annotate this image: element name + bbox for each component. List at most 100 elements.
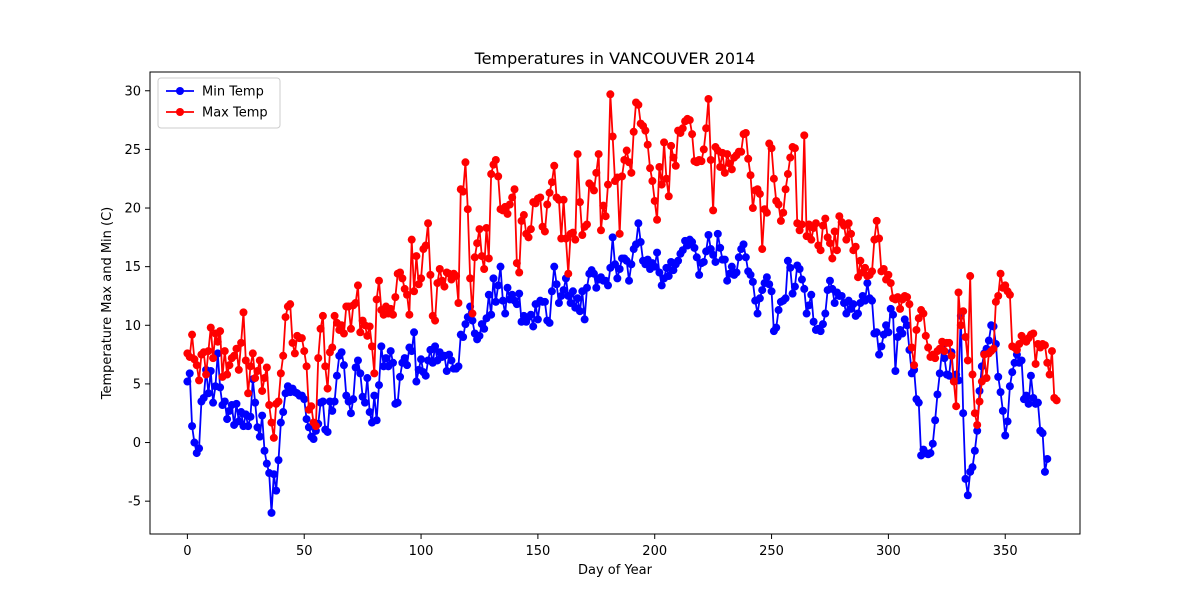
data-point-max-temp xyxy=(421,241,430,250)
data-point-max-temp xyxy=(699,145,708,154)
data-point-max-temp xyxy=(321,362,330,371)
data-point-min-temp xyxy=(550,262,559,271)
data-point-min-temp xyxy=(783,256,792,265)
data-point-max-temp xyxy=(776,216,785,225)
data-point-min-temp xyxy=(884,328,893,337)
data-point-min-temp xyxy=(713,229,722,238)
data-point-max-temp xyxy=(931,354,940,363)
data-point-max-temp xyxy=(578,230,587,239)
y-tick-label: 0 xyxy=(133,436,141,451)
data-point-min-temp xyxy=(664,272,673,281)
data-point-min-temp xyxy=(774,306,783,315)
data-point-min-temp xyxy=(370,391,379,400)
data-point-min-temp xyxy=(797,275,806,284)
data-point-max-temp xyxy=(195,376,204,385)
data-point-min-temp xyxy=(351,363,360,372)
data-point-max-temp xyxy=(625,158,634,167)
data-point-max-temp xyxy=(575,198,584,207)
data-point-min-temp xyxy=(272,486,281,495)
data-point-min-temp xyxy=(825,276,834,285)
data-point-max-temp xyxy=(536,193,545,202)
data-point-max-temp xyxy=(786,153,795,162)
data-point-max-temp xyxy=(989,344,998,353)
data-point-max-temp xyxy=(727,165,736,174)
data-point-max-temp xyxy=(688,130,697,139)
data-point-max-temp xyxy=(550,161,559,170)
data-point-min-temp xyxy=(1026,371,1035,380)
data-point-min-temp xyxy=(704,230,713,239)
data-point-min-temp xyxy=(970,446,979,455)
data-point-min-temp xyxy=(765,280,774,289)
data-point-min-temp xyxy=(251,398,260,407)
data-point-max-temp xyxy=(720,168,729,177)
data-point-min-temp xyxy=(267,508,276,517)
data-point-max-temp xyxy=(540,227,549,236)
data-point-min-temp xyxy=(1008,368,1017,377)
data-point-max-temp xyxy=(737,147,746,156)
data-point-min-temp xyxy=(755,294,764,303)
data-point-max-temp xyxy=(671,161,680,170)
data-point-max-temp xyxy=(461,158,470,167)
data-point-max-temp xyxy=(192,361,201,370)
data-point-max-temp xyxy=(435,264,444,273)
data-point-min-temp xyxy=(183,377,192,386)
data-point-min-temp xyxy=(417,355,426,364)
data-point-min-temp xyxy=(330,397,339,406)
data-point-max-temp xyxy=(905,300,914,309)
data-point-min-temp xyxy=(690,243,699,252)
data-point-min-temp xyxy=(190,438,199,447)
data-point-max-temp xyxy=(251,374,260,383)
data-point-max-temp xyxy=(842,235,851,244)
data-point-max-temp xyxy=(702,124,711,133)
data-point-min-temp xyxy=(447,356,456,365)
data-point-max-temp xyxy=(510,185,519,194)
data-point-max-temp xyxy=(982,374,991,383)
data-point-max-temp xyxy=(762,208,771,217)
data-point-max-temp xyxy=(653,215,662,224)
data-point-max-temp xyxy=(1045,370,1054,379)
data-point-min-temp xyxy=(363,374,372,383)
data-point-min-temp xyxy=(318,397,327,406)
data-point-max-temp xyxy=(706,155,715,164)
data-point-min-temp xyxy=(603,281,612,290)
data-point-max-temp xyxy=(592,168,601,177)
data-point-min-temp xyxy=(655,268,664,277)
legend-label-max-temp: Max Temp xyxy=(202,106,268,121)
data-point-max-temp xyxy=(608,132,617,141)
series-max-temp xyxy=(183,90,1061,442)
data-point-min-temp xyxy=(526,310,535,319)
data-point-max-temp xyxy=(741,128,750,137)
data-point-max-temp xyxy=(225,361,234,370)
data-point-max-temp xyxy=(204,347,213,356)
data-point-max-temp xyxy=(746,171,755,180)
data-point-max-temp xyxy=(622,146,631,155)
data-point-max-temp xyxy=(779,208,788,217)
data-point-min-temp xyxy=(244,422,253,431)
data-point-max-temp xyxy=(318,311,327,320)
data-point-min-temp xyxy=(709,250,718,259)
data-point-max-temp xyxy=(508,193,517,202)
data-point-min-temp xyxy=(573,294,582,303)
data-point-min-temp xyxy=(580,315,589,324)
y-tick-label: 25 xyxy=(124,143,141,158)
data-point-min-temp xyxy=(346,409,355,418)
data-point-max-temp xyxy=(662,174,671,183)
data-point-max-temp xyxy=(468,309,477,318)
data-point-max-temp xyxy=(582,220,591,229)
data-point-min-temp xyxy=(1022,391,1031,400)
data-point-min-temp xyxy=(274,456,283,465)
data-point-max-temp xyxy=(573,150,582,159)
data-point-max-temp xyxy=(524,233,533,242)
data-point-min-temp xyxy=(377,342,386,351)
data-point-min-temp xyxy=(529,322,538,331)
data-point-min-temp xyxy=(788,289,797,298)
data-point-min-temp xyxy=(636,238,645,247)
data-point-max-temp xyxy=(599,201,608,210)
data-point-max-temp xyxy=(330,311,339,320)
data-point-min-temp xyxy=(762,273,771,282)
data-point-max-temp xyxy=(547,178,556,187)
data-point-max-temp xyxy=(239,308,248,317)
data-point-max-temp xyxy=(403,290,412,299)
data-point-min-temp xyxy=(772,323,781,332)
data-point-min-temp xyxy=(854,309,863,318)
